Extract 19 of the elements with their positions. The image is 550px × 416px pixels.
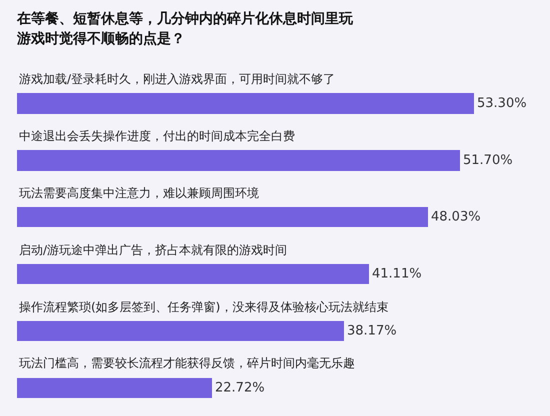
- y-tick-label: 玩法需要高度集中注意力，难以兼顾周围环境: [19, 186, 259, 200]
- bar: [17, 264, 369, 284]
- bar: [17, 321, 344, 341]
- bar: [17, 378, 212, 398]
- y-tick-label: 游戏加载/登录耗时久，刚进入游戏界面，可用时间就不够了: [19, 72, 336, 86]
- bar: [17, 207, 428, 227]
- bar: [17, 150, 460, 171]
- y-tick-label: 中途退出会丢失操作进度，付出的时间成本完全白费: [19, 129, 295, 143]
- y-tick-label: 玩法门槛高，需要较长流程才能获得反馈，碎片时间内毫无乐趣: [19, 356, 355, 370]
- data-label: 48.03%: [431, 210, 481, 224]
- data-label: 53.30%: [477, 96, 527, 111]
- bar: [17, 93, 474, 114]
- y-tick-label: 操作流程繁琐(如多层签到、任务弹窗)，没来得及体验核心玩法就结束: [19, 300, 388, 314]
- data-label: 22.72%: [215, 380, 265, 396]
- y-tick-label: 启动/游玩途中弹出广告，挤占本就有限的游戏时间: [19, 243, 288, 257]
- data-label: 51.70%: [463, 153, 513, 168]
- chart-title: 在等餐、短暂休息等，几分钟内的碎片化休息时间里玩游戏时觉得不顺畅的点是？: [17, 10, 354, 49]
- data-label: 41.11%: [372, 266, 422, 282]
- data-label: 38.17%: [347, 324, 397, 338]
